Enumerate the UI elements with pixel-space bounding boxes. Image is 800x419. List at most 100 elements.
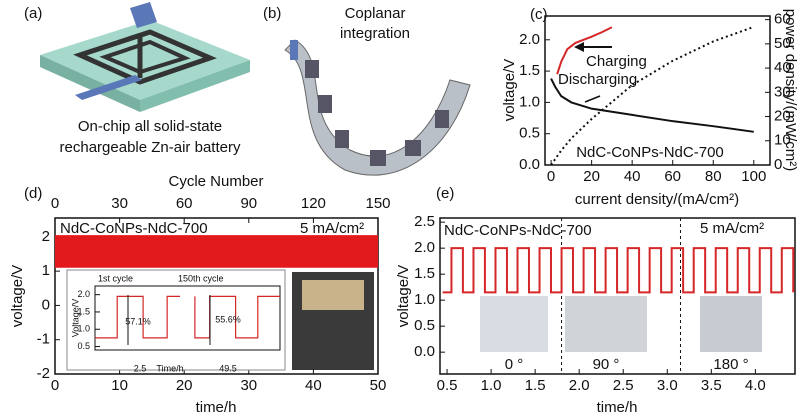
annotation: NdC-CoNPs-NdC-700 (444, 222, 592, 239)
x-tick-label: 0 (547, 168, 555, 185)
series-label: Discharging (558, 71, 637, 88)
plot-frame (54, 217, 379, 375)
y-tick-label: 0.0 (414, 343, 435, 360)
data-line (95, 295, 280, 339)
y-tick-label: 0 (42, 296, 50, 313)
chip-illustration (40, 2, 250, 112)
annotation: NdC-CoNPs-NdC-700 (576, 144, 724, 161)
y-tick-label: 1.5 (519, 62, 540, 79)
x2-tick-label: 0 (51, 195, 59, 212)
data-line (556, 26, 613, 75)
x-tick-label: 10 (111, 377, 128, 394)
series-label: Charging (586, 53, 647, 70)
y-tick-label: 1.0 (414, 291, 435, 308)
x-tick-label: 0.5 (437, 377, 458, 394)
x-axis-label: time/h (597, 399, 638, 416)
y2-tick-label: 0 (774, 156, 782, 173)
caption: Coplanar (345, 5, 406, 22)
caption: integration (340, 25, 410, 42)
plot-frame (544, 15, 771, 166)
x-tick-label: 40 (624, 168, 641, 185)
inset-frame (66, 269, 286, 371)
y-tick-label: -2 (37, 365, 50, 382)
panel-label: (c) (530, 6, 548, 23)
y-tick-label: 2.5 (414, 213, 435, 230)
x-axis-label: time/h (196, 399, 237, 416)
x-tick-label: 4.0 (745, 377, 766, 394)
x-tick-label: 80 (705, 168, 722, 185)
y-tick-label: 2 (42, 228, 50, 245)
annotation: 180 ° (713, 356, 748, 373)
annotation: 5 mA/cm² (700, 220, 764, 237)
device-photo (480, 296, 548, 352)
x-tick-label: 2.5 (613, 377, 634, 394)
caption: On-chip all solid-state (78, 118, 222, 135)
y-tick-label: 2.0 (77, 289, 90, 299)
y2-tick-label: 20 (774, 108, 791, 125)
annotation: 1st cycle (98, 273, 133, 283)
annotation: 150th cycle (178, 273, 224, 283)
x-tick-label: 60 (664, 168, 681, 185)
plot-frame (94, 285, 281, 351)
annotation: 49.5 (219, 363, 237, 373)
x-tick-label: 3.5 (701, 377, 722, 394)
x-tick-label: 20 (583, 168, 600, 185)
annotation: 90 ° (593, 356, 620, 373)
x-tick-label: 50 (370, 377, 387, 394)
panel-label: (a) (24, 5, 42, 22)
y-axis-label: voltage/V (395, 265, 412, 328)
data-line (550, 78, 754, 133)
y2-tick-label: 50 (774, 35, 791, 52)
annotation: 55.6% (215, 314, 241, 324)
y-tick-label: 1.5 (77, 306, 90, 316)
y-tick-label: -1 (37, 331, 50, 348)
x-tick-label: 20 (176, 377, 193, 394)
x2-tick-label: 90 (240, 195, 257, 212)
y-tick-label: 1.0 (77, 324, 90, 334)
y-tick-label: 0.5 (519, 125, 540, 142)
annotation: 2.5 (134, 363, 147, 373)
device-photo (565, 296, 647, 352)
y-axis-label: voltage/V (9, 265, 26, 328)
y-tick-label: 0.0 (519, 156, 540, 173)
x-tick-label: 3.0 (657, 377, 678, 394)
x-tick-label: 0 (51, 377, 59, 394)
x2-tick-label: 120 (301, 195, 326, 212)
x-tick-label: 1.0 (481, 377, 502, 394)
y2-tick-label: 40 (774, 59, 791, 76)
arrow (584, 95, 601, 103)
x-tick-label: 100 (741, 168, 766, 185)
panel-label: (b) (263, 5, 281, 22)
plot-frame (439, 217, 796, 375)
device-photo (700, 296, 762, 352)
y2-axis-label: power density/(mW/cm²) (782, 9, 799, 172)
x-tick-label: 2.0 (569, 377, 590, 394)
x-tick-label: 40 (305, 377, 322, 394)
x2-axis-label: Cycle Number (168, 173, 263, 190)
y2-tick-label: 30 (774, 83, 791, 100)
y-axis-label: voltage/V (501, 59, 518, 122)
annotation: 5 mA/cm² (300, 220, 364, 237)
y-tick-label: 2.0 (414, 239, 435, 256)
x2-tick-label: 150 (365, 195, 390, 212)
panel-label: (d) (24, 185, 42, 202)
y-tick-label: 0.5 (77, 341, 90, 351)
y-tick-label: 1 (42, 262, 50, 279)
y-tick-label: 2.0 (519, 31, 540, 48)
data-line (442, 247, 795, 294)
y2-tick-label: 10 (774, 132, 791, 149)
y-tick-label: 0.5 (414, 317, 435, 334)
voltage-band (55, 235, 378, 268)
x-axis-label: Time/h (156, 363, 183, 373)
x-tick-label: 30 (240, 377, 257, 394)
panel-label: (e) (436, 185, 454, 202)
y-tick-label: 1.0 (519, 93, 540, 110)
caption: rechargeable Zn-air battery (60, 139, 241, 156)
x-tick-label: 1.5 (525, 377, 546, 394)
annotation: 57.1% (125, 316, 151, 326)
data-line (550, 25, 755, 166)
x2-tick-label: 60 (176, 195, 193, 212)
y-axis-label: Voltage/V (70, 299, 80, 338)
x2-tick-label: 30 (111, 195, 128, 212)
